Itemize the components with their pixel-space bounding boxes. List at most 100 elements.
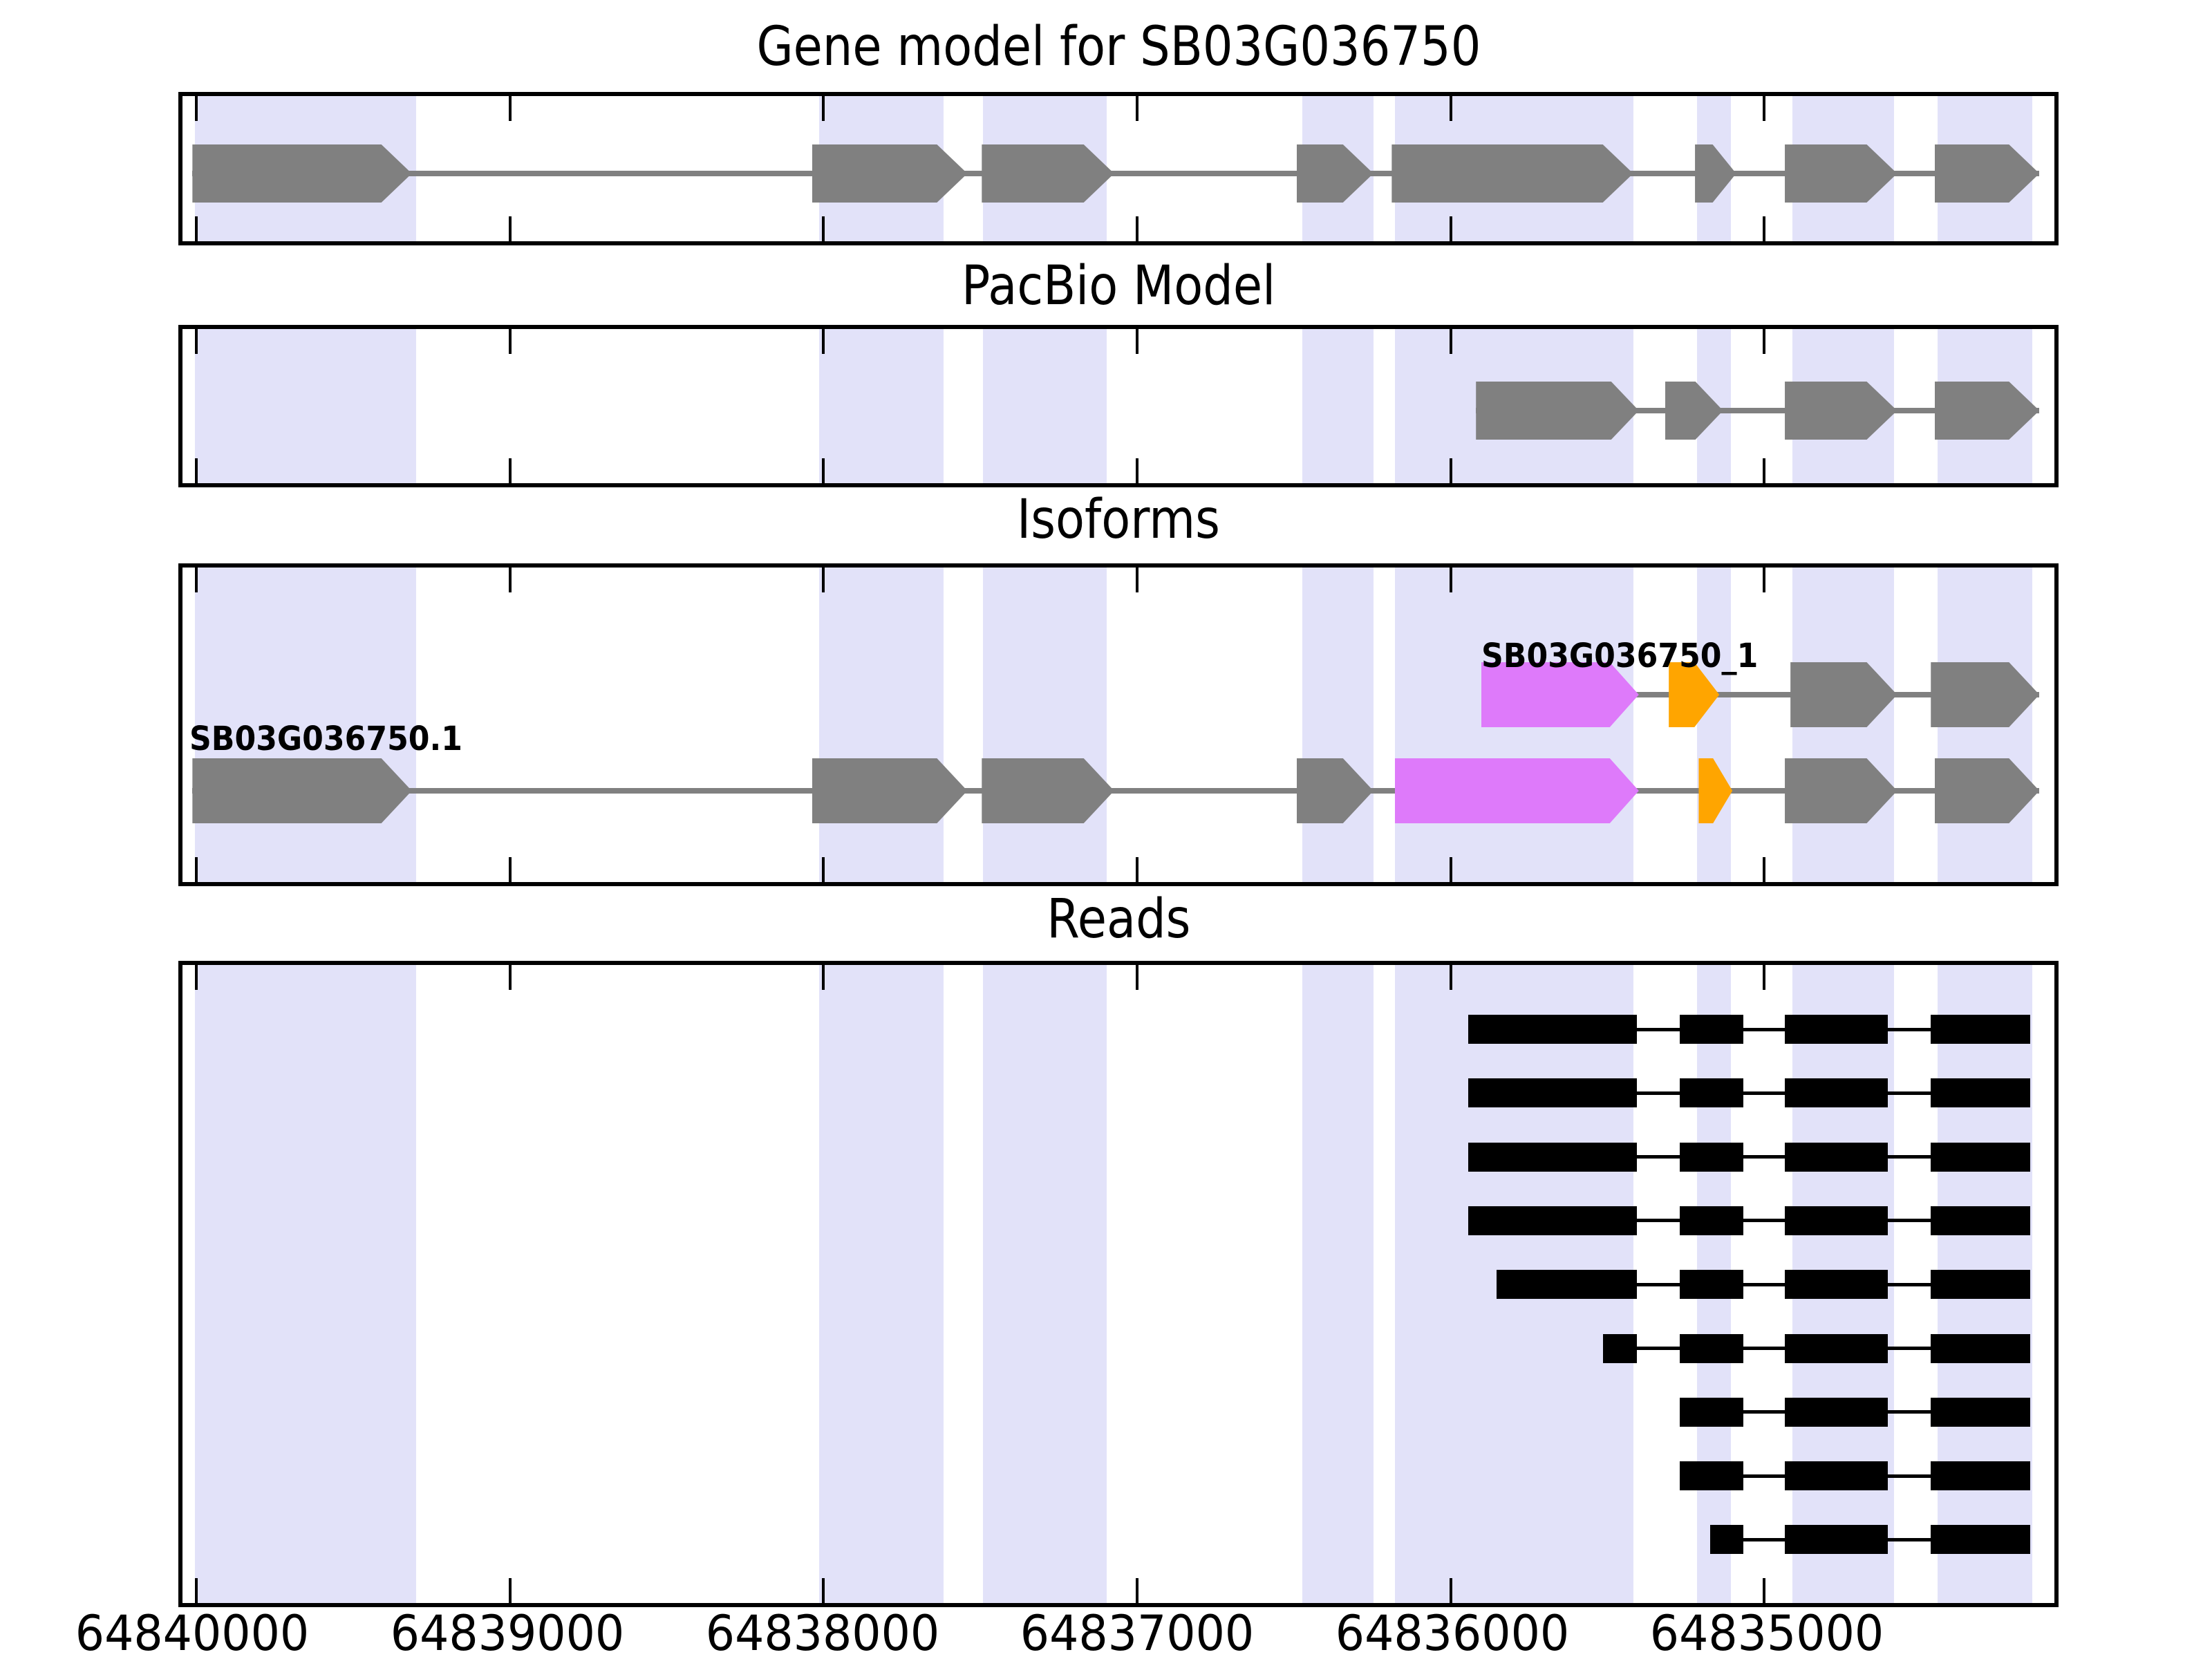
axis-tick <box>1449 1578 1452 1603</box>
read-block <box>1785 1397 1888 1427</box>
intron-line <box>1476 408 2040 413</box>
axis-tick <box>1449 965 1452 990</box>
read-block <box>1785 1333 1888 1363</box>
axis-tick <box>822 568 825 592</box>
exon-highlight-band <box>819 965 944 1603</box>
exon-highlight-band <box>195 965 416 1603</box>
panel-reads <box>178 961 2059 1607</box>
exon-highlight-band <box>1302 329 1374 483</box>
exon-highlight-band <box>1696 568 1731 882</box>
axis-tick <box>1449 96 1452 121</box>
axis-tick <box>1136 458 1139 483</box>
axis-tick <box>822 96 825 121</box>
read-block <box>1680 1015 1744 1044</box>
exon-gray <box>1476 382 1639 440</box>
axis-tick <box>1449 458 1452 483</box>
exon-highlight-band <box>195 329 416 483</box>
read-intron-line <box>1468 1091 2030 1095</box>
read-block <box>1709 1525 1744 1555</box>
pacbio-title: PacBio Model <box>178 258 2059 315</box>
axis-tick <box>508 216 512 241</box>
isoform-label: SB03G036750_1 <box>1481 637 1759 675</box>
read-block <box>1931 1270 2030 1300</box>
figure-title-text: Gene model for SB03G036750 <box>756 16 1481 78</box>
axis-tick <box>1136 857 1139 882</box>
read-block <box>1931 1525 2030 1555</box>
axis-tick <box>822 857 825 882</box>
panel-isoforms: SB03G036750_1 SB03G036750.1 <box>178 563 2059 886</box>
axis-tick <box>1763 1578 1766 1603</box>
exon-magenta <box>1481 662 1639 727</box>
read-block <box>1468 1206 1638 1235</box>
x-axis-tick-label: 64838000 <box>705 1605 939 1659</box>
exon-highlight-band <box>819 329 944 483</box>
exon-highlight-band <box>195 568 416 882</box>
exon-gray <box>1391 144 1633 203</box>
reads-title: Reads <box>178 888 2059 950</box>
x-axis-tick-label: 64835000 <box>1650 1605 1884 1659</box>
read-intron-line <box>1497 1282 2030 1286</box>
exon-gray <box>812 758 967 823</box>
read-block <box>1468 1015 1638 1044</box>
axis-tick <box>1763 857 1766 882</box>
axis-tick <box>1449 216 1452 241</box>
panel-gene-model <box>178 92 2059 245</box>
read-intron-line <box>1468 1219 2030 1223</box>
intron-line <box>192 171 2040 176</box>
exon-highlight-band <box>983 329 1107 483</box>
exon-gray <box>192 758 411 823</box>
axis-tick <box>1449 857 1452 882</box>
axis-tick <box>1763 568 1766 592</box>
panel-pacbio-model <box>178 325 2059 487</box>
read-block <box>1931 1461 2030 1491</box>
axis-tick <box>1763 965 1766 990</box>
read-block <box>1931 1142 2030 1172</box>
intron-line <box>1481 692 2040 697</box>
axis-tick <box>508 568 512 592</box>
axis-tick <box>822 216 825 241</box>
axis-tick <box>822 1578 825 1603</box>
axis-tick <box>1136 568 1139 592</box>
axis-tick <box>508 458 512 483</box>
exon-gray <box>812 144 967 203</box>
read-block <box>1785 1078 1888 1108</box>
axis-tick <box>1763 96 1766 121</box>
x-axis-tick-label: 64837000 <box>1020 1605 1255 1659</box>
axis-tick <box>1136 965 1139 990</box>
read-block <box>1497 1270 1638 1300</box>
read-block <box>1931 1015 2030 1044</box>
axis-tick <box>508 1578 512 1603</box>
exon-gray <box>982 144 1114 203</box>
axis-tick <box>822 329 825 354</box>
figure-title: Gene model for SB03G036750 <box>178 19 2059 76</box>
axis-tick <box>1136 96 1139 121</box>
x-axis-tick-label: 64836000 <box>1335 1605 1570 1659</box>
exon-highlight-band <box>819 568 944 882</box>
axis-tick <box>195 458 198 483</box>
axis-tick <box>195 96 198 121</box>
exon-gray <box>192 144 411 203</box>
axis-tick <box>1449 329 1452 354</box>
axis-tick <box>508 857 512 882</box>
axis-tick <box>822 458 825 483</box>
read-block <box>1785 1525 1888 1555</box>
read-block <box>1931 1206 2030 1235</box>
read-block <box>1785 1015 1888 1044</box>
read-block <box>1785 1206 1888 1235</box>
axis-tick <box>1763 458 1766 483</box>
read-block <box>1680 1142 1744 1172</box>
read-block <box>1680 1270 1744 1300</box>
read-block <box>1680 1078 1744 1108</box>
exon-highlight-band <box>1302 568 1374 882</box>
read-block <box>1931 1078 2030 1108</box>
axis-tick <box>195 965 198 990</box>
axis-tick <box>508 96 512 121</box>
axis-tick <box>1763 216 1766 241</box>
intron-line <box>192 788 2040 794</box>
reads-title-text: Reads <box>1046 888 1191 950</box>
axis-tick <box>1136 216 1139 241</box>
read-block <box>1785 1142 1888 1172</box>
axis-tick <box>1136 329 1139 354</box>
axis-tick <box>508 329 512 354</box>
